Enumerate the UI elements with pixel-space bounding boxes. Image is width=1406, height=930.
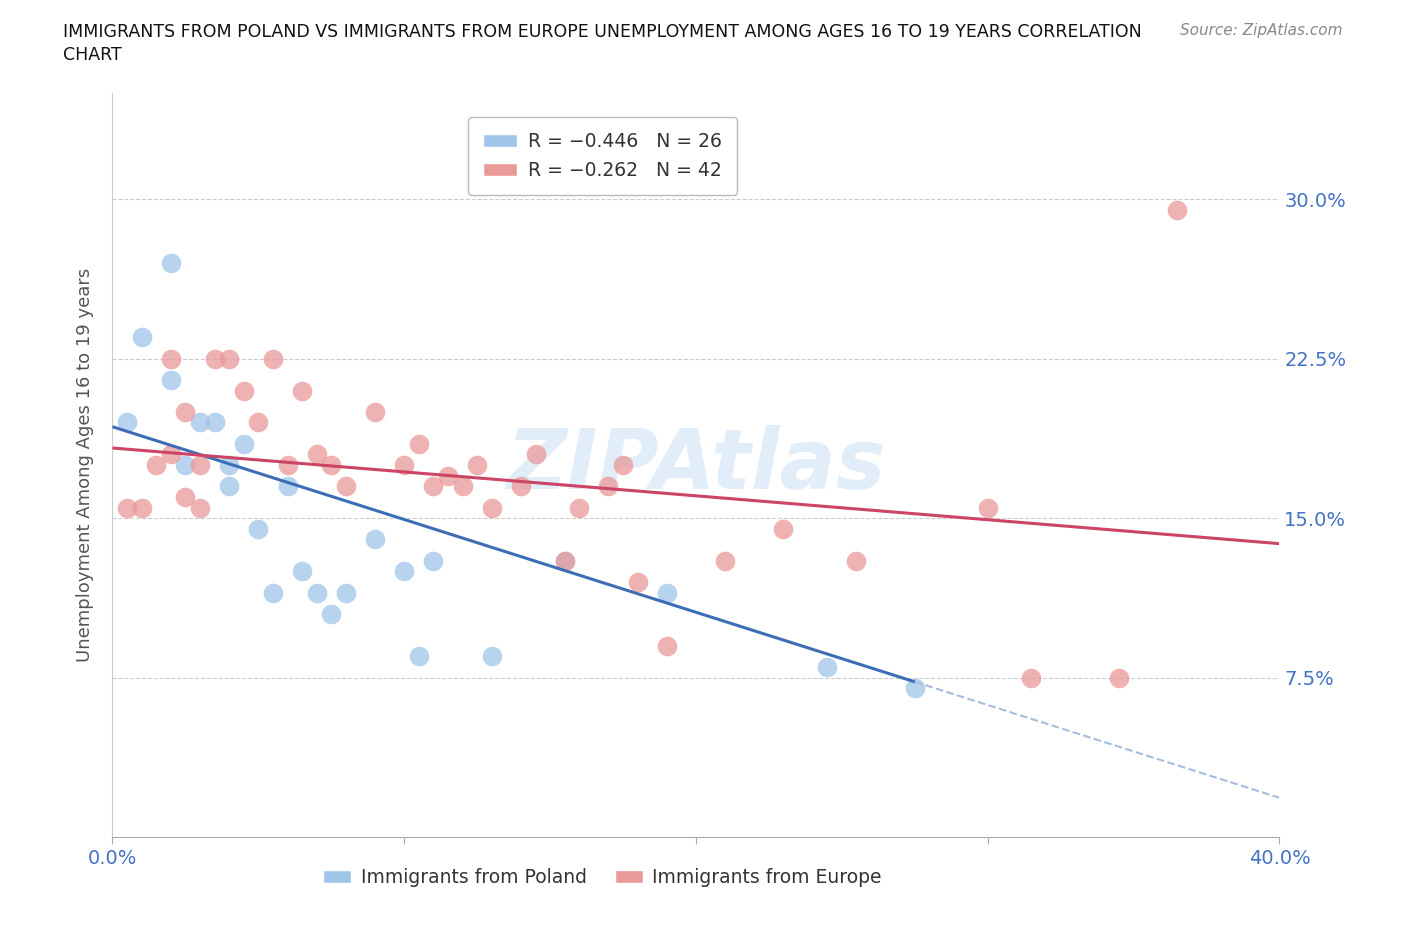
Point bbox=[115, 500, 138, 515]
Point bbox=[218, 458, 240, 472]
Point bbox=[174, 458, 197, 472]
Point bbox=[188, 415, 211, 430]
Point bbox=[188, 458, 211, 472]
Text: ZIPAtlas: ZIPAtlas bbox=[506, 424, 886, 506]
Point bbox=[174, 489, 197, 504]
Point bbox=[305, 585, 328, 600]
Point bbox=[815, 659, 838, 674]
Point bbox=[305, 447, 328, 462]
Point bbox=[364, 405, 387, 419]
Point bbox=[145, 458, 167, 472]
Point bbox=[232, 383, 254, 398]
Point bbox=[554, 553, 576, 568]
Point bbox=[188, 500, 211, 515]
Point bbox=[465, 458, 488, 472]
Point bbox=[772, 522, 794, 537]
Point bbox=[160, 256, 183, 271]
Point bbox=[276, 479, 298, 494]
Point bbox=[335, 585, 357, 600]
Point bbox=[481, 500, 503, 515]
Point bbox=[598, 479, 620, 494]
Y-axis label: Unemployment Among Ages 16 to 19 years: Unemployment Among Ages 16 to 19 years bbox=[76, 268, 94, 662]
Point bbox=[321, 458, 343, 472]
Text: IMMIGRANTS FROM POLAND VS IMMIGRANTS FROM EUROPE UNEMPLOYMENT AMONG AGES 16 TO 1: IMMIGRANTS FROM POLAND VS IMMIGRANTS FRO… bbox=[63, 23, 1142, 41]
Point bbox=[1166, 203, 1188, 218]
Point bbox=[437, 468, 460, 483]
Point bbox=[291, 383, 314, 398]
Point bbox=[845, 553, 868, 568]
Point bbox=[174, 405, 197, 419]
Point bbox=[115, 415, 138, 430]
Point bbox=[204, 352, 226, 366]
Point bbox=[394, 458, 416, 472]
Point bbox=[218, 352, 240, 366]
Point bbox=[218, 479, 240, 494]
Point bbox=[364, 532, 387, 547]
Point bbox=[408, 649, 430, 664]
Point bbox=[481, 649, 503, 664]
Point bbox=[321, 606, 343, 621]
Point bbox=[422, 553, 444, 568]
Point bbox=[247, 522, 270, 537]
Point bbox=[160, 373, 183, 388]
Point bbox=[612, 458, 634, 472]
Point bbox=[247, 415, 270, 430]
Point bbox=[976, 500, 998, 515]
Point bbox=[904, 681, 927, 696]
Point bbox=[335, 479, 357, 494]
Point bbox=[1021, 671, 1043, 685]
Point bbox=[204, 415, 226, 430]
Point bbox=[1108, 671, 1130, 685]
Point bbox=[655, 638, 678, 653]
Point bbox=[451, 479, 474, 494]
Point bbox=[291, 564, 314, 578]
Point bbox=[262, 352, 284, 366]
Point bbox=[160, 352, 183, 366]
Point bbox=[568, 500, 591, 515]
Point bbox=[131, 500, 153, 515]
Point bbox=[232, 436, 254, 451]
Point bbox=[131, 330, 153, 345]
Point bbox=[422, 479, 444, 494]
Point bbox=[262, 585, 284, 600]
Point bbox=[554, 553, 576, 568]
Point bbox=[627, 575, 650, 590]
Point bbox=[509, 479, 531, 494]
Text: Source: ZipAtlas.com: Source: ZipAtlas.com bbox=[1180, 23, 1343, 38]
Point bbox=[655, 585, 678, 600]
Point bbox=[524, 447, 547, 462]
Text: CHART: CHART bbox=[63, 46, 122, 64]
Point bbox=[408, 436, 430, 451]
Point bbox=[160, 447, 183, 462]
Point bbox=[394, 564, 416, 578]
Point bbox=[714, 553, 737, 568]
Legend: Immigrants from Poland, Immigrants from Europe: Immigrants from Poland, Immigrants from … bbox=[316, 860, 890, 895]
Point bbox=[276, 458, 298, 472]
